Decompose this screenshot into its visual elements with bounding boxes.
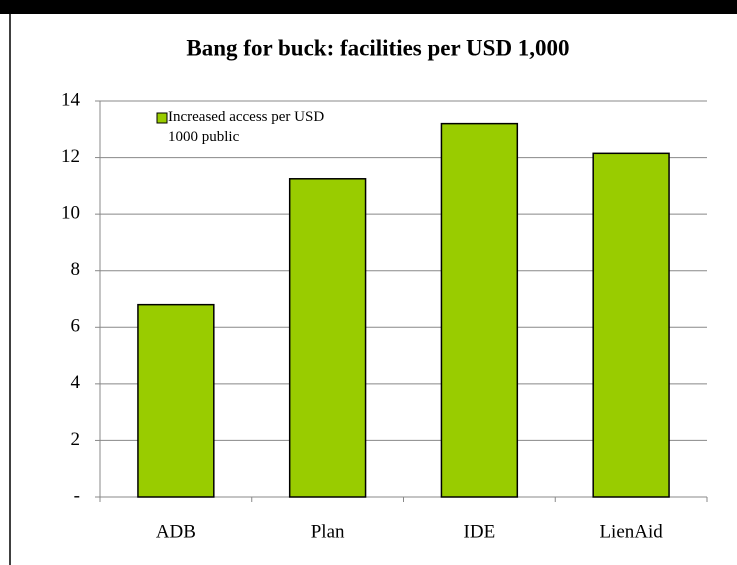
legend-entry: Increased access per USD 1000 public (168, 109, 325, 145)
legend-label: Increased access per USD 1000 public (168, 109, 325, 145)
header-band (0, 0, 737, 14)
chart-title: Bang for buck: facilities per USD 1,000 (186, 35, 569, 60)
bar (592, 152, 670, 498)
x-tick-label: ADB (156, 521, 196, 542)
y-tick-label: 4 (71, 372, 81, 393)
y-tick-label: 6 (71, 316, 81, 337)
legend-swatch (156, 112, 168, 124)
y-tick-label: 2 (71, 429, 81, 450)
x-tick-label: IDE (464, 521, 496, 542)
y-tick-label: 8 (71, 259, 81, 280)
y-tick-label: - (74, 485, 80, 506)
bar (137, 303, 215, 498)
y-tick-label: 14 (61, 89, 81, 110)
y-tick-label: 12 (61, 146, 80, 167)
bar (440, 122, 519, 498)
y-tick-label: 10 (61, 203, 80, 224)
x-tick-label: LienAid (599, 521, 663, 542)
bar (288, 178, 367, 498)
x-tick-label: Plan (311, 521, 345, 542)
